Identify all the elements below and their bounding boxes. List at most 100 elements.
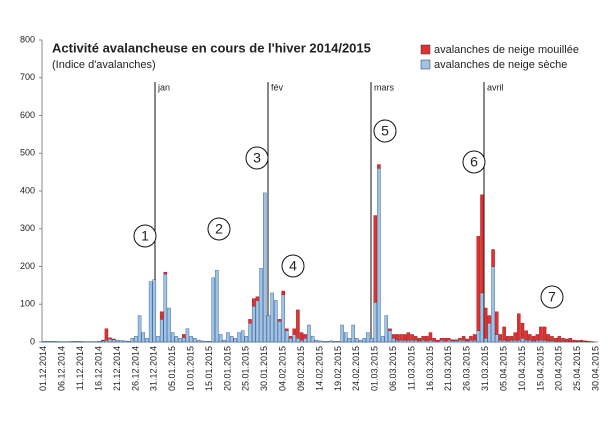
bar-segment bbox=[373, 302, 377, 343]
bar-segment bbox=[524, 339, 528, 343]
bar-segment bbox=[270, 292, 274, 343]
x-tick-label: 11.12.2014 bbox=[75, 346, 85, 390]
bar-segment bbox=[321, 341, 326, 343]
y-tick-label: 800 bbox=[20, 34, 35, 44]
bar-segment bbox=[325, 341, 330, 343]
bar-segment bbox=[461, 336, 466, 341]
bar-segment bbox=[182, 337, 186, 343]
bar-segment bbox=[244, 336, 249, 343]
bar-segment bbox=[410, 334, 414, 341]
bar-segment bbox=[377, 164, 381, 169]
annotation-label: 3 bbox=[253, 150, 261, 166]
bar-segment bbox=[152, 279, 157, 343]
bar-segment bbox=[259, 268, 263, 343]
bar-segment bbox=[266, 315, 271, 343]
bar-segment bbox=[458, 339, 462, 343]
bar-segment bbox=[487, 315, 492, 324]
bar-segment bbox=[417, 338, 422, 342]
bar-segment bbox=[572, 339, 576, 342]
bar-segment bbox=[487, 322, 492, 343]
bar-segment bbox=[178, 338, 182, 343]
bar-segment bbox=[277, 321, 282, 343]
bar-segment bbox=[218, 334, 223, 343]
bar-segment bbox=[491, 249, 495, 267]
bar-segment bbox=[406, 332, 411, 341]
bar-segment bbox=[472, 334, 477, 341]
bar-segment bbox=[373, 215, 377, 303]
bar-segment bbox=[97, 341, 101, 343]
month-label: mars bbox=[374, 82, 394, 92]
bar-segment bbox=[248, 322, 252, 343]
x-tick-label: 16.12.2014 bbox=[93, 346, 103, 391]
bar-segment bbox=[226, 332, 230, 343]
bar-segment bbox=[413, 336, 418, 341]
bar-segment bbox=[432, 338, 436, 342]
bar-segment bbox=[237, 332, 241, 343]
bar-segment bbox=[355, 338, 359, 343]
bar-segment bbox=[251, 298, 256, 307]
bar-segment bbox=[587, 341, 591, 343]
bar-segment bbox=[49, 341, 53, 343]
bar-segment bbox=[123, 340, 127, 343]
x-tick-label: 05.01.2015 bbox=[167, 346, 177, 391]
bar-segment bbox=[204, 341, 208, 343]
bar-segment bbox=[196, 339, 201, 343]
bar-segment bbox=[285, 328, 289, 331]
bar-segment bbox=[281, 294, 285, 343]
legend-swatch bbox=[420, 44, 431, 55]
bar-segment bbox=[421, 339, 425, 343]
bar-segment bbox=[255, 296, 260, 301]
x-tick-label: 09.02.2015 bbox=[296, 346, 306, 391]
x-tick-label: 20.04.2015 bbox=[554, 346, 564, 391]
bar-segment bbox=[340, 324, 344, 343]
bar-segment bbox=[285, 330, 289, 343]
bar-segment bbox=[388, 328, 392, 331]
bar-segment bbox=[329, 340, 333, 343]
bar-segment bbox=[531, 336, 536, 342]
annotation-label: 7 bbox=[548, 289, 556, 305]
bar-segment bbox=[517, 339, 521, 343]
bar-segment bbox=[126, 341, 131, 343]
bar-segment bbox=[402, 334, 407, 341]
month-label: fév bbox=[271, 82, 284, 92]
bar-segment bbox=[513, 332, 517, 341]
bar-segment bbox=[480, 292, 484, 343]
y-tick-label: 200 bbox=[20, 261, 35, 271]
x-tick-label: 11.03.2015 bbox=[406, 346, 416, 390]
bar-segment bbox=[369, 338, 374, 343]
x-tick-label: 05.04.2015 bbox=[498, 346, 508, 391]
bar-segment bbox=[163, 273, 168, 343]
bar-segment bbox=[277, 319, 282, 322]
bar-segment bbox=[535, 334, 539, 341]
bar-segment bbox=[443, 338, 447, 342]
x-tick-label: 04.02.2015 bbox=[278, 346, 288, 391]
bar-segment bbox=[351, 324, 355, 343]
bar-segment bbox=[469, 336, 473, 341]
bar-segment bbox=[388, 330, 392, 343]
bar-segment bbox=[156, 336, 160, 343]
bar-segment bbox=[425, 336, 429, 342]
bar-segment bbox=[358, 339, 363, 343]
bar-segment bbox=[395, 339, 400, 343]
bar-segment bbox=[413, 339, 418, 343]
annotation-circle bbox=[540, 285, 564, 309]
bar-segment bbox=[502, 326, 506, 341]
bar-segment bbox=[211, 277, 215, 343]
bar-segment bbox=[447, 338, 451, 341]
bar-segment bbox=[336, 341, 341, 343]
bar-segment bbox=[104, 339, 109, 343]
x-tick-label: 31.03.2015 bbox=[480, 346, 490, 391]
bar-segment bbox=[520, 338, 525, 343]
bar-segment bbox=[112, 338, 116, 340]
bar-segment bbox=[399, 339, 403, 343]
annotation-circle bbox=[207, 217, 231, 241]
bar-segment bbox=[362, 338, 366, 343]
bar-segment bbox=[299, 332, 304, 341]
bar-segment bbox=[439, 338, 444, 341]
x-tick-label: 25.04.2015 bbox=[572, 346, 582, 391]
bar-segment bbox=[42, 341, 46, 343]
x-tick-label: 10.01.2015 bbox=[186, 346, 196, 391]
x-tick-label: 14.02.2015 bbox=[314, 346, 324, 391]
bar-segment bbox=[576, 340, 580, 342]
